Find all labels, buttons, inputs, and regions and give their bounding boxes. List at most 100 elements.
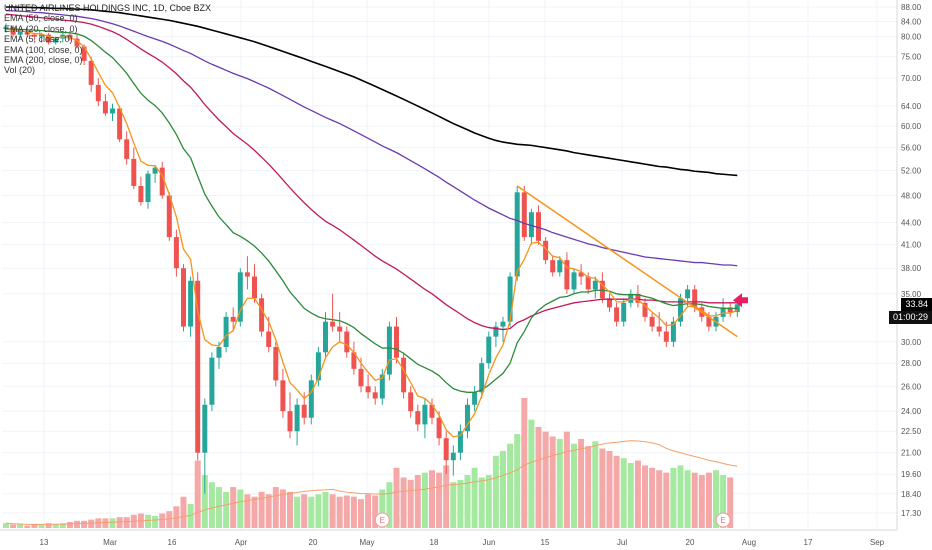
candle-body [436, 417, 442, 439]
volume-bar [38, 524, 45, 528]
volume-bar [109, 518, 116, 528]
candle-body [365, 386, 371, 393]
volume-bar [414, 475, 421, 528]
volume-bar [634, 460, 641, 528]
volume-bar [24, 525, 31, 528]
candle-body [294, 404, 300, 432]
volume-bar [265, 494, 272, 528]
y-tick-label: 22.50 [901, 427, 922, 436]
volume-bar [52, 524, 59, 528]
volume-bar [464, 475, 471, 528]
volume-bar [698, 475, 705, 528]
candle-body [514, 192, 520, 277]
candle-body [685, 289, 691, 299]
volume-bar [194, 460, 201, 528]
volume-bar [17, 524, 24, 528]
candle-body [422, 404, 428, 425]
volume-bar [31, 524, 38, 528]
volume-bar [528, 419, 535, 528]
y-tick-label: 17.30 [901, 509, 922, 518]
candle-body [678, 298, 683, 322]
volume-bar [492, 455, 499, 528]
volume-bar [287, 491, 293, 528]
candle-body [223, 316, 229, 347]
candle-body [39, 34, 44, 37]
candle-body [649, 316, 655, 327]
candle-body [3, 27, 9, 29]
volume-bar [400, 477, 407, 528]
volume-bar [613, 455, 620, 528]
volume-bar [3, 523, 9, 528]
candle-body [720, 307, 726, 317]
candle-body [472, 392, 478, 405]
candle-body [102, 101, 108, 114]
candle-body [53, 38, 59, 43]
volume-bar [507, 443, 514, 528]
candle-body [152, 167, 158, 174]
x-tick-label: Mar [103, 538, 117, 547]
candle-body [31, 34, 37, 37]
candle-body [351, 352, 357, 369]
candle-body [386, 326, 392, 375]
volume-bar [684, 470, 691, 528]
x-tick-label: 16 [168, 538, 177, 547]
last-price-tag: 33.84 [901, 298, 932, 311]
volume-bar [670, 467, 677, 528]
y-tick-label: 88.00 [901, 3, 922, 12]
candle-body [131, 158, 137, 186]
candle-body [344, 331, 350, 353]
ema5-line [5, 28, 738, 438]
candle-body [145, 173, 151, 203]
x-tick-label: 18 [430, 538, 439, 547]
volume-bar [372, 495, 379, 528]
volume-bar [343, 495, 350, 528]
volume-bar [407, 479, 414, 528]
candle-body [74, 38, 80, 47]
candle-body [479, 363, 485, 393]
volume-bar [450, 482, 457, 528]
candle-body [337, 326, 343, 332]
volume-bar [230, 487, 237, 528]
volume-bar [563, 431, 570, 528]
candle-body [138, 185, 144, 203]
y-tick-label: 26.00 [901, 382, 922, 391]
candle-body [46, 34, 52, 43]
volume-bar [578, 438, 585, 528]
volume-bars [3, 398, 738, 528]
candle-body [401, 357, 407, 393]
candle-body [450, 452, 456, 461]
volume-bar [720, 475, 727, 528]
x-tick-label: Jul [617, 538, 627, 547]
x-tick-label: 20 [309, 538, 318, 547]
volume-bar [358, 499, 364, 528]
candle-body [656, 326, 662, 332]
candle-body [259, 298, 265, 332]
candle-body [88, 60, 94, 85]
candle-body [642, 302, 648, 317]
volume-bar [123, 517, 130, 528]
volume-bar [549, 436, 556, 528]
volume-bar [485, 475, 492, 528]
y-tick-label: 41.00 [901, 241, 922, 250]
candle-body [727, 307, 733, 313]
ema200-line [6, 6, 738, 177]
x-tick-label: 13 [40, 538, 49, 547]
candle-body [578, 272, 584, 277]
volume-bar [429, 470, 435, 528]
y-tick-label: 35.00 [901, 290, 922, 299]
candle-body [394, 326, 399, 358]
x-tick-label: Jun [483, 538, 496, 547]
y-tick-label: 64.00 [901, 102, 922, 111]
y-tick-label: 44.00 [901, 219, 922, 228]
x-tick-label: 17 [804, 538, 813, 547]
y-tick-label: 80.00 [901, 33, 922, 42]
candle-body [486, 336, 492, 364]
y-tick-label: 60.00 [901, 122, 922, 131]
candle-body [287, 411, 293, 432]
volume-bar [521, 398, 528, 528]
volume-bar [514, 434, 521, 528]
volume-bar [258, 491, 265, 528]
candle-body [528, 212, 534, 238]
